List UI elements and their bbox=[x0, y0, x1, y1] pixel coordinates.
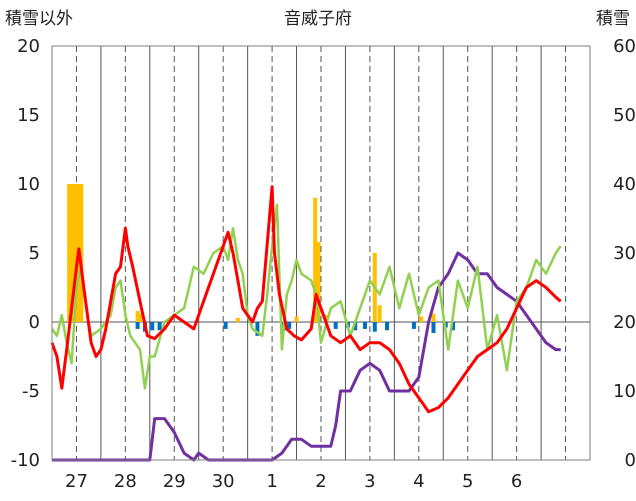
bar-negative_bar bbox=[363, 322, 368, 329]
bar-precip bbox=[74, 184, 79, 322]
chart-title: 音威子府 bbox=[284, 9, 352, 29]
series-line-purple bbox=[52, 251, 561, 462]
x-tick: 27 bbox=[65, 471, 88, 492]
bar-precip bbox=[377, 305, 382, 322]
y-tick-right: 30 bbox=[613, 243, 636, 264]
y-tick-left: 0 bbox=[29, 312, 40, 333]
y-tick-right: 0 bbox=[625, 450, 636, 471]
y-axis-right-ticks: 60 50 40 30 20 10 0 bbox=[613, 36, 636, 471]
y-tick-left: 10 bbox=[17, 174, 40, 195]
bar-precip bbox=[72, 184, 77, 322]
y-tick-left: 15 bbox=[17, 105, 40, 126]
bar-negative_bar bbox=[353, 322, 358, 331]
bar-precip bbox=[313, 197, 318, 322]
bar-precip bbox=[431, 313, 436, 322]
y-tick-left: -10 bbox=[11, 450, 40, 471]
bar-precip bbox=[419, 316, 424, 322]
bar-negative_bar bbox=[157, 322, 162, 331]
bar-negative_bar bbox=[135, 322, 140, 329]
bar-precip bbox=[67, 184, 72, 322]
bar-negative_bar bbox=[150, 322, 155, 331]
x-tick: 6 bbox=[511, 471, 522, 492]
bar-precip bbox=[79, 184, 84, 322]
y-tick-left: 20 bbox=[17, 36, 40, 57]
bar-negative_bar bbox=[431, 322, 436, 334]
bar-negative_bar bbox=[333, 322, 338, 329]
bar-negative_bar bbox=[411, 322, 416, 329]
grid bbox=[52, 46, 590, 460]
x-tick: 28 bbox=[114, 471, 137, 492]
plot-frame bbox=[51, 45, 591, 461]
y-axis-right-label: 積雪 bbox=[596, 9, 630, 29]
y-axis-left-label: 積雪以外 bbox=[5, 9, 73, 29]
bar-negative_bar bbox=[287, 322, 292, 329]
bar-negative_bar bbox=[385, 322, 390, 331]
y-tick-right: 50 bbox=[613, 105, 636, 126]
bar-precip bbox=[138, 313, 143, 322]
x-tick: 3 bbox=[364, 471, 375, 492]
y-tick-right: 20 bbox=[613, 312, 636, 333]
x-tick: 30 bbox=[212, 471, 235, 492]
x-tick: 29 bbox=[163, 471, 186, 492]
x-axis-ticks: 27 28 29 30 1 2 3 4 5 6 bbox=[65, 471, 522, 492]
bar-precip bbox=[316, 241, 321, 322]
bar-precip bbox=[294, 316, 299, 322]
y-tick-left: -5 bbox=[22, 381, 40, 402]
y-tick-left: 5 bbox=[29, 243, 40, 264]
series-line-green bbox=[50, 203, 562, 390]
x-tick: 2 bbox=[315, 471, 326, 492]
x-tick: 5 bbox=[462, 471, 473, 492]
bar-precip bbox=[135, 310, 140, 322]
y-axis-left-ticks: 20 15 10 5 0 -5 -10 bbox=[11, 36, 40, 471]
y-tick-right: 40 bbox=[613, 174, 636, 195]
bar-negative_bar bbox=[372, 322, 377, 332]
series-lines bbox=[50, 185, 562, 462]
bar-negative_bar bbox=[451, 322, 456, 331]
bar-precip bbox=[69, 184, 74, 322]
y-tick-right: 60 bbox=[613, 36, 636, 57]
y-tick-right: 10 bbox=[613, 381, 636, 402]
bar-precip bbox=[235, 317, 240, 322]
x-tick: 4 bbox=[413, 471, 424, 492]
x-tick: 1 bbox=[266, 471, 277, 492]
bar-negative_bar bbox=[223, 322, 228, 329]
bar-negative_bar bbox=[255, 322, 260, 336]
series-line-red bbox=[50, 185, 562, 414]
